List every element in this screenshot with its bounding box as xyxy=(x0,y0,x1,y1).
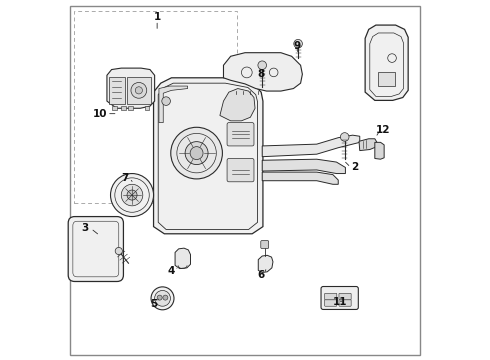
Bar xyxy=(378,72,395,86)
FancyBboxPatch shape xyxy=(227,158,254,182)
Bar xyxy=(145,107,149,110)
FancyBboxPatch shape xyxy=(321,287,358,310)
Text: 1: 1 xyxy=(153,12,161,22)
Polygon shape xyxy=(258,255,273,273)
Bar xyxy=(128,107,133,110)
Polygon shape xyxy=(153,78,263,234)
Text: 11: 11 xyxy=(333,297,347,307)
Text: 2: 2 xyxy=(351,162,358,172)
Bar xyxy=(112,107,117,110)
Circle shape xyxy=(135,87,143,94)
Polygon shape xyxy=(159,86,188,123)
Circle shape xyxy=(190,147,203,159)
Polygon shape xyxy=(375,142,384,159)
Circle shape xyxy=(151,287,174,310)
Text: 5: 5 xyxy=(150,299,157,309)
Polygon shape xyxy=(262,159,345,174)
Circle shape xyxy=(157,295,162,300)
Circle shape xyxy=(162,97,171,105)
Circle shape xyxy=(122,184,143,206)
Circle shape xyxy=(131,82,147,98)
FancyBboxPatch shape xyxy=(339,300,351,306)
FancyBboxPatch shape xyxy=(68,217,123,282)
Circle shape xyxy=(294,40,302,48)
Bar xyxy=(109,77,124,104)
Bar xyxy=(126,77,151,104)
Bar xyxy=(74,12,237,203)
FancyBboxPatch shape xyxy=(227,123,254,146)
Circle shape xyxy=(171,127,222,179)
Circle shape xyxy=(115,247,122,255)
Text: 4: 4 xyxy=(168,266,175,276)
Text: 10: 10 xyxy=(93,109,107,119)
FancyBboxPatch shape xyxy=(324,293,337,300)
Text: 7: 7 xyxy=(121,173,128,183)
Text: 12: 12 xyxy=(376,125,391,135)
Polygon shape xyxy=(359,139,377,150)
Circle shape xyxy=(341,133,349,141)
Circle shape xyxy=(163,295,168,300)
FancyBboxPatch shape xyxy=(339,293,351,300)
Polygon shape xyxy=(107,68,155,108)
Circle shape xyxy=(185,141,208,165)
FancyBboxPatch shape xyxy=(261,240,269,248)
Circle shape xyxy=(111,174,153,217)
Polygon shape xyxy=(262,135,360,157)
Text: 6: 6 xyxy=(258,270,265,280)
Polygon shape xyxy=(262,172,338,184)
Text: 8: 8 xyxy=(258,69,265,79)
Text: 9: 9 xyxy=(294,41,300,50)
Circle shape xyxy=(155,291,171,306)
FancyBboxPatch shape xyxy=(324,300,337,306)
Polygon shape xyxy=(223,53,302,91)
Circle shape xyxy=(258,61,267,69)
Polygon shape xyxy=(220,89,255,121)
Text: 3: 3 xyxy=(82,224,89,233)
Circle shape xyxy=(127,190,137,200)
Polygon shape xyxy=(175,248,191,269)
Bar xyxy=(122,107,125,110)
Polygon shape xyxy=(365,25,408,100)
